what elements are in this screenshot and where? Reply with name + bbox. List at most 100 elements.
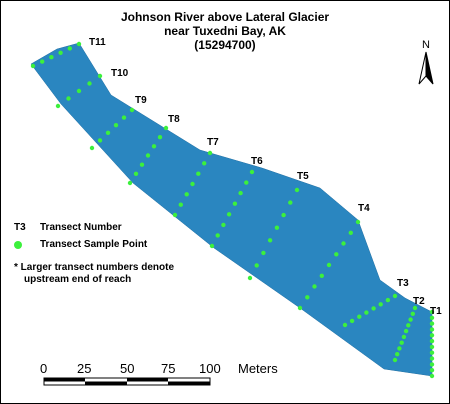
sample-point	[294, 187, 300, 193]
sample-point	[326, 262, 332, 268]
legend-transect-row: T3 Transect Number	[14, 222, 122, 233]
sample-point	[97, 73, 103, 79]
map-title-line1: Johnson River above Lateral Glacier	[120, 10, 330, 24]
sample-point	[334, 252, 339, 257]
sample-point	[385, 297, 391, 303]
scale-tick-50: 50	[120, 361, 134, 376]
legend-note-line1: * Larger transect numbers denote	[14, 262, 175, 273]
legend-note: * Larger transect numbers denote upstrea…	[14, 262, 214, 286]
sample-point	[429, 315, 435, 320]
transect-label-t2: T2	[413, 296, 425, 307]
sample-point	[392, 293, 398, 299]
sample-point	[105, 130, 111, 135]
sample-point	[178, 202, 183, 207]
sample-point	[355, 219, 361, 225]
scale-tick-75: 75	[161, 361, 175, 376]
sample-point	[392, 357, 398, 363]
scale-tick-100: 100	[199, 361, 221, 376]
sample-point	[151, 144, 157, 149]
sample-point	[221, 222, 226, 228]
sample-point	[288, 200, 293, 205]
legend-note-line2: upstream end of reach	[24, 274, 132, 285]
sample-point	[267, 238, 273, 243]
sample-point	[190, 181, 195, 187]
sample-point	[40, 59, 45, 64]
sample-point	[305, 295, 310, 300]
sample-point	[412, 305, 418, 311]
sample-point	[247, 275, 253, 281]
sample-point	[429, 327, 435, 332]
sample-point	[145, 153, 151, 158]
sample-point	[254, 263, 259, 268]
sample-point	[429, 344, 435, 350]
sample-point	[184, 192, 189, 197]
sample-point	[261, 250, 266, 256]
transect-label-t9: T9	[135, 95, 147, 106]
sample-point	[399, 340, 404, 345]
sample-point	[341, 241, 346, 246]
map-title-line3: (15294700)	[194, 38, 256, 52]
legend-sample-dot-icon	[14, 241, 22, 249]
sample-point	[397, 346, 402, 351]
sample-point	[342, 322, 348, 328]
sample-point	[202, 161, 207, 166]
sample-point	[429, 338, 435, 344]
sample-point	[297, 305, 303, 311]
legend-sample-text: Transect Sample Point	[40, 239, 148, 250]
sample-point	[429, 309, 435, 315]
sample-point	[207, 150, 213, 156]
sample-point	[66, 96, 71, 101]
sample-point	[87, 81, 92, 86]
sample-point	[226, 212, 232, 217]
sample-point	[319, 273, 324, 278]
sample-point	[55, 103, 61, 109]
sample-point	[281, 212, 286, 218]
sample-point	[58, 50, 63, 55]
sample-point	[406, 323, 411, 328]
sample-point	[196, 171, 201, 176]
sample-points	[30, 41, 435, 379]
transect-label-t8: T8	[168, 114, 180, 125]
sample-point	[401, 334, 407, 340]
scale-bar: 0 25 50 75 100 Meters	[40, 361, 278, 386]
sample-point	[348, 230, 353, 235]
sample-point	[49, 55, 54, 60]
transect-label-t11: T11	[89, 37, 106, 48]
sample-point	[215, 233, 220, 238]
sample-point	[395, 352, 400, 357]
sample-point	[97, 138, 103, 143]
sample-point	[232, 201, 238, 206]
scale-tick-0: 0	[40, 361, 47, 376]
sample-point	[312, 284, 317, 289]
sample-point	[249, 169, 255, 175]
sample-point	[172, 212, 178, 218]
scale-tick-25: 25	[77, 361, 91, 376]
transect-label-t3: T3	[397, 278, 409, 289]
sample-point	[139, 162, 145, 167]
transect-label-t1: T1	[430, 306, 442, 317]
river-reach	[30, 42, 433, 377]
sample-point	[429, 321, 435, 326]
sample-point	[244, 180, 249, 185]
transect-label-t4: T4	[358, 203, 370, 214]
north-arrow-icon: N	[418, 39, 434, 85]
transect-label-t5: T5	[297, 171, 309, 182]
map-title-line2: near Tuxedni Bay, AK	[164, 24, 286, 38]
sample-point	[357, 314, 362, 319]
sample-point	[127, 180, 133, 186]
sample-point	[349, 318, 355, 324]
sample-point	[429, 368, 435, 373]
sample-point	[429, 350, 435, 355]
sample-point	[113, 123, 119, 128]
sample-point	[371, 306, 376, 311]
sample-point	[121, 115, 127, 120]
sample-point	[429, 333, 435, 338]
sample-point	[238, 190, 243, 196]
sample-point	[163, 125, 169, 131]
transect-label-t6: T6	[251, 156, 263, 167]
transect-label-t7: T7	[207, 137, 219, 148]
sample-point	[429, 373, 435, 379]
sample-point	[76, 88, 82, 94]
north-label: N	[422, 39, 430, 51]
